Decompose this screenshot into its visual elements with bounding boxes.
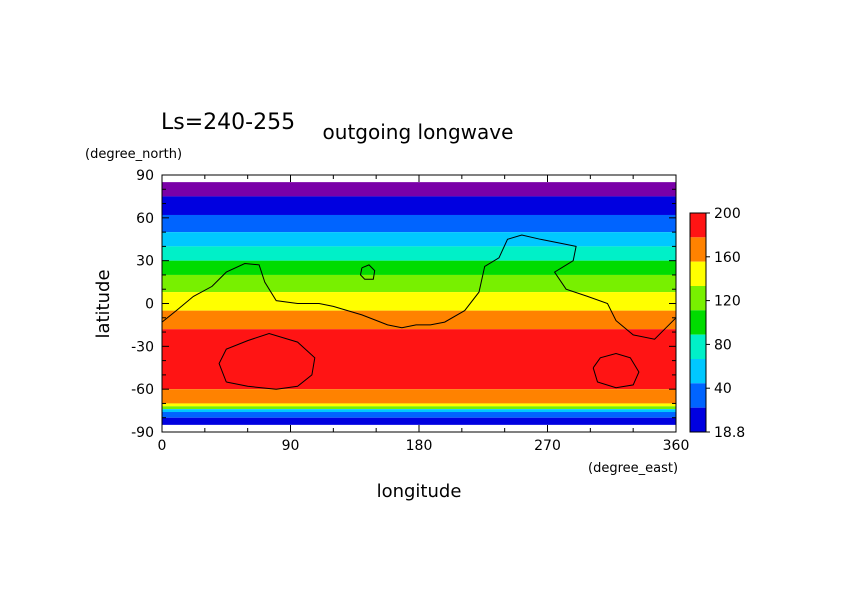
colorbar-swatch — [690, 261, 706, 286]
band-8 — [162, 310, 676, 330]
y-axis-ticks: 90 60 30 0 -30 -60 -90 — [131, 168, 676, 441]
band-2 — [162, 214, 676, 233]
plot-area: 0 90 180 270 360 90 60 30 0 -30 -60 -90 — [131, 168, 689, 454]
band-5 — [162, 260, 676, 275]
band-12 — [162, 406, 676, 410]
colorbar: 200 160 120 80 40 18.8 — [689, 206, 745, 441]
y-tick-label: 30 — [136, 254, 154, 270]
colorbar-swatch — [690, 286, 706, 311]
colorbar-swatch — [690, 213, 706, 238]
x-axis-label: longitude — [377, 481, 462, 502]
colorbar-tick-label: 200 — [714, 206, 741, 222]
contour-line-0 — [161, 234, 677, 340]
chart-title: outgoing longwave — [323, 120, 514, 144]
y-tick-label: 60 — [136, 211, 154, 227]
x-tick-label: 0 — [158, 438, 167, 454]
band-13 — [162, 409, 676, 413]
colorbar-swatch — [690, 310, 706, 335]
colorbar-tick-label: 80 — [714, 337, 732, 353]
band-14 — [162, 412, 676, 418]
band-9 — [162, 329, 676, 390]
colorbar-swatch — [690, 334, 706, 359]
colorbar-swatch — [690, 383, 706, 408]
colorbar-tick-label: 40 — [714, 381, 732, 397]
x-axis-ticks: 0 90 180 270 360 — [158, 175, 690, 454]
y-tick-label: -90 — [131, 425, 154, 441]
y-tick-label: -60 — [131, 382, 154, 398]
contour-fill-bands — [162, 182, 676, 425]
band-4 — [162, 246, 676, 261]
band-7 — [162, 292, 676, 311]
y-tick-label: 90 — [136, 168, 154, 184]
y-tick-label: -30 — [131, 339, 154, 355]
contour-line-3 — [592, 352, 640, 389]
colorbar-tick-label: 18.8 — [714, 425, 745, 441]
y-axis-label: latitude — [93, 269, 114, 338]
contour-line-1 — [359, 264, 376, 280]
x-tick-label: 180 — [406, 438, 433, 454]
band-3 — [162, 232, 676, 247]
band-0 — [162, 182, 676, 197]
band-10 — [162, 389, 676, 404]
contour-line-2 — [218, 332, 316, 390]
x-tick-label: 90 — [282, 438, 300, 454]
band-1 — [162, 196, 676, 215]
y-unit-label: (degree_north) — [85, 147, 182, 162]
band-6 — [162, 274, 676, 293]
colorbar-swatch — [690, 359, 706, 384]
colorbar-tick-label: 160 — [714, 250, 741, 266]
colorbar-swatch — [690, 237, 706, 262]
colorbar-swatch — [690, 407, 706, 432]
chart-subtitle: Ls=240-255 — [161, 110, 295, 135]
colorbar-tick-label: 120 — [714, 294, 741, 310]
band-15 — [162, 417, 676, 425]
colorbar-frame — [689, 212, 707, 433]
x-tick-label: 360 — [663, 438, 690, 454]
band-11 — [162, 403, 676, 407]
x-tick-label: 270 — [534, 438, 561, 454]
x-unit-label: (degree_east) — [588, 461, 678, 476]
topography-contours — [161, 234, 677, 390]
y-tick-label: 0 — [145, 297, 154, 313]
